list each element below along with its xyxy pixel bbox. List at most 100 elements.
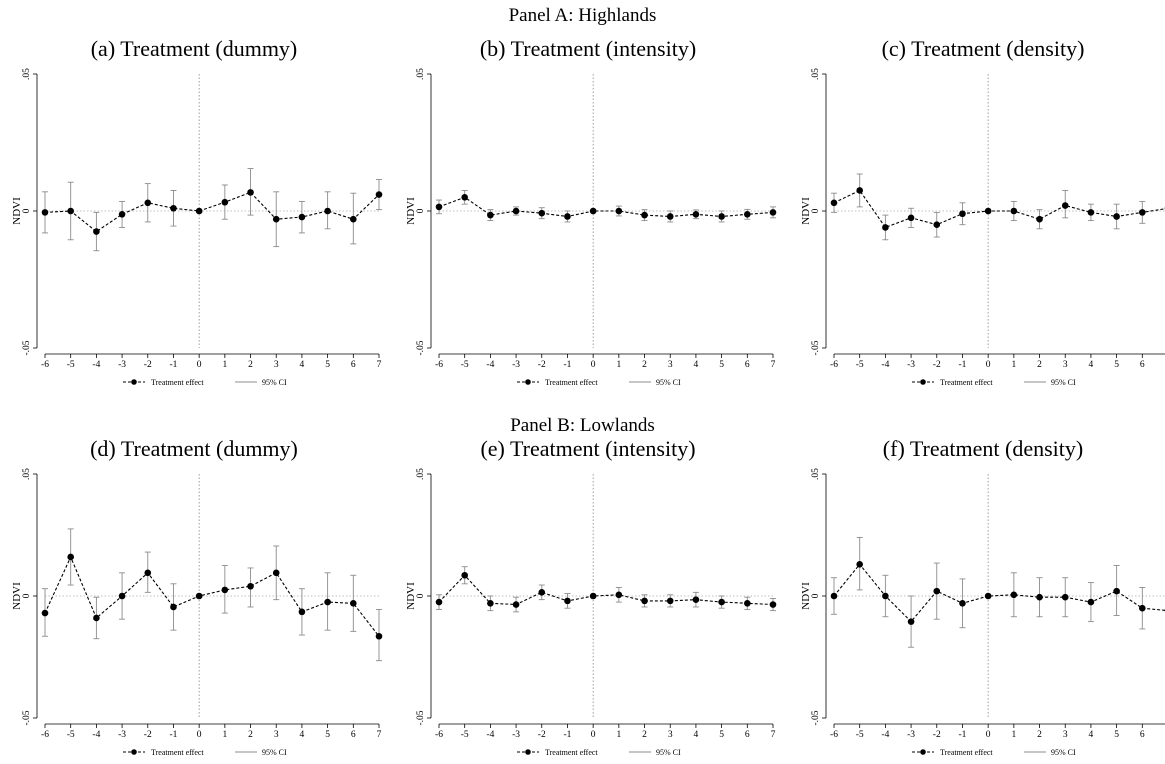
treatment-effect-point [272,215,280,223]
subplot-c: (c) Treatment (density) -.05 0 .05 NDVI -6 -5… [789,34,1165,394]
treatment-effect-point [1087,209,1095,216]
x-tick-label: -3 [907,360,915,370]
x-tick-label: 5 [325,730,330,740]
x-tick-label: -5 [67,730,75,740]
y-axis-label: NDVI [11,197,23,225]
treatment-effect-point [856,187,863,194]
x-tick-label: 0 [986,730,991,740]
x-tick-label: 4 [694,730,699,740]
legend-effect-swatch-marker [131,379,137,385]
x-tick-label: -4 [92,730,100,740]
x-tick-label: 2 [1037,360,1042,370]
treatment-effect-point [350,215,357,223]
x-tick-label: 6 [745,730,750,740]
treatment-effect-point [856,560,863,568]
x-tick-label: -6 [435,360,443,370]
y-tick-label: -.05 [416,340,426,355]
x-tick-label: -5 [461,360,469,370]
treatment-effect-point [692,596,700,603]
legend-effect-label: Treatment effect [940,748,993,757]
y-tick-label: .05 [811,468,821,480]
x-tick-label: 3 [1063,360,1068,370]
y-tick-label: 0 [22,593,32,598]
x-tick-label: 5 [719,360,724,370]
x-tick-label: -5 [856,360,864,370]
y-tick-label: -.05 [811,710,821,725]
treatment-effect-point [1139,604,1146,612]
treatment-effect-point [1036,593,1043,601]
chart-c: -.050.05NDVI-6-5-4-3-2-101234567Treatmen… [800,68,1165,387]
treatment-effect-point [1139,209,1146,216]
treatment-effect-point [744,600,751,607]
treatment-effect-point [118,592,126,600]
treatment-effect-point [298,608,306,616]
treatment-effect-line [833,189,1165,229]
x-tick-label: 2 [642,360,647,370]
x-tick-label: 1 [616,360,621,370]
x-tick-label: 7 [771,730,776,740]
x-tick-label: -3 [118,360,126,370]
treatment-effect-point [93,228,100,235]
treatment-effect-point [118,210,126,218]
legend-effect-label: Treatment effect [151,748,204,757]
y-tick-label: -.05 [811,340,821,355]
x-tick-label: -4 [881,730,889,740]
treatment-effect-point [882,224,889,231]
treatment-effect-point [221,198,229,206]
treatment-effect-point [666,213,674,220]
x-tick-label: -1 [564,360,572,370]
treatment-effect-point [461,194,468,201]
x-tick-label: -3 [512,360,520,370]
y-axis-label: NDVI [405,582,417,610]
treatment-effect-point [487,211,494,219]
treatment-effect-point [984,207,992,215]
x-tick-label: 0 [197,730,202,740]
x-tick-label: -1 [170,730,178,740]
panel-b-title: Panel B: Lowlands [510,415,655,436]
x-tick-label: -2 [538,730,546,740]
y-tick-label: 0 [22,208,32,213]
treatment-effect-line [833,563,1165,623]
chart-e: -.05 0 .05 NDVI -6 -5 -4 -3 -2 -1 0 1 2 3 4 5 6 7 Treatmen… [405,468,777,757]
legend-effect-swatch-marker [131,749,137,755]
chart-f: -.050.05NDVI-6-5-4-3-2-101234567Treatmen… [800,468,1165,757]
subplot-title: (d) Treatment (dummy) [90,436,298,461]
treatment-effect-point [324,598,331,606]
subplot-b: (b) Treatment (intensity) -.05 0 .05 NDVI -6… [394,34,782,394]
subplot-title: (e) Treatment (intensity) [480,436,696,461]
treatment-effect-point [1061,202,1069,209]
treatment-effect-point [144,199,152,207]
legend-ci-label: 95% CI [656,748,681,757]
x-tick-label: -2 [933,360,941,370]
y-tick-label: .05 [22,68,32,80]
y-tick-label: .05 [811,68,821,80]
x-tick-label: -1 [959,730,967,740]
x-tick-label: 3 [668,730,673,740]
x-tick-label: 1 [616,730,621,740]
x-tick-label: 2 [248,360,253,370]
x-tick-label: 0 [197,360,202,370]
subplot-title: (c) Treatment (density) [881,36,1085,61]
x-tick-label: 1 [222,360,227,370]
treatment-effect-point [247,582,254,590]
x-tick-label: 0 [591,360,596,370]
x-tick-label: -6 [830,730,838,740]
x-tick-label: -2 [144,730,152,740]
treatment-effect-point [512,207,520,215]
treatment-effect-point [830,592,838,600]
treatment-effect-point [933,221,941,228]
x-tick-label: -1 [959,360,967,370]
x-tick-label: -1 [564,730,572,740]
y-tick-label: -.05 [416,710,426,725]
treatment-effect-point [1087,598,1095,606]
treatment-effect-point [959,600,966,607]
y-tick-label: 0 [811,208,821,213]
treatment-effect-point [487,600,494,607]
treatment-effect-point [221,586,229,594]
subplot-title: (f) Treatment (density) [882,436,1084,461]
treatment-effect-point [907,214,915,222]
x-tick-label: 4 [1089,360,1094,370]
treatment-effect-point [435,598,443,606]
treatment-effect-point [692,210,700,218]
x-tick-label: -6 [830,360,838,370]
